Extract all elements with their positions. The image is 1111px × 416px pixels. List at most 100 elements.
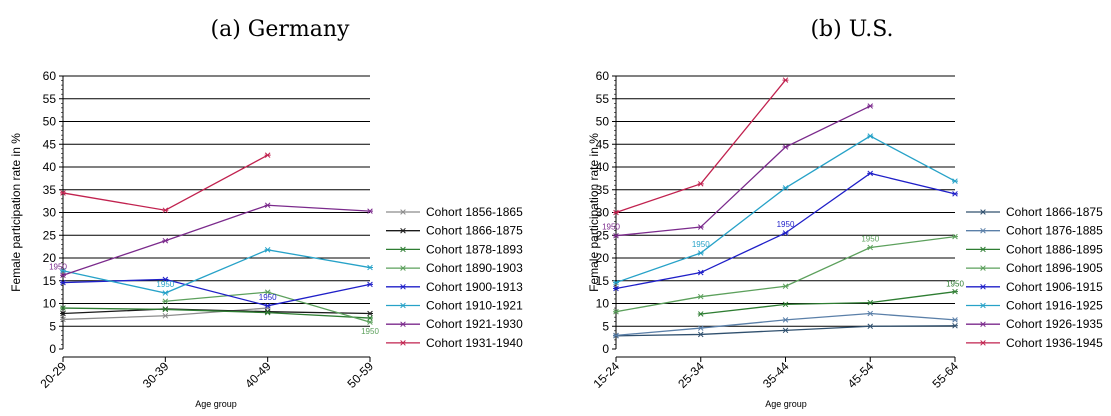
series-cohort-1886-1895	[697, 288, 958, 317]
y-tick-label: 60	[43, 69, 57, 83]
legend-entry: Cohort 1856-1865	[426, 205, 523, 219]
legend-entry: Cohort 1931-1940	[426, 336, 523, 350]
annotation-label: 1950	[156, 280, 174, 289]
legend-entry: Cohort 1926-1935	[1006, 317, 1103, 331]
data-point	[367, 310, 373, 317]
data-point	[867, 244, 874, 251]
legend-marker	[400, 265, 406, 271]
series-line	[62, 204, 371, 276]
series-cohort-1931-1940	[60, 152, 271, 213]
legend-entry: Cohort 1936-1945	[1006, 336, 1103, 350]
data-point	[697, 224, 704, 230]
x-tick-label: 20-29	[38, 359, 70, 391]
data-point	[60, 272, 66, 279]
data-point	[264, 309, 271, 316]
legend-marker	[980, 265, 986, 271]
y-tick-label: 15	[43, 274, 57, 288]
annotation-label: 1950	[602, 223, 620, 232]
data-point	[952, 323, 958, 329]
legend-marker	[980, 284, 986, 290]
y-tick-label: 20	[43, 251, 57, 265]
y-tick-label: 60	[596, 69, 610, 83]
y-tick-label: 10	[596, 297, 610, 311]
y-axis-title: Female participation rate in %	[9, 133, 23, 292]
chart-title: (a) Germany	[211, 17, 351, 42]
data-point	[60, 316, 66, 323]
legend-entry: Cohort 1916-1925	[1006, 299, 1103, 313]
data-point	[697, 181, 704, 187]
data-point	[867, 299, 874, 306]
data-point	[162, 290, 169, 296]
x-tick-label: 45-54	[845, 359, 877, 391]
data-point	[782, 317, 789, 323]
data-point	[782, 77, 789, 83]
legend-marker	[400, 209, 406, 215]
data-point	[867, 133, 874, 139]
data-point	[697, 331, 704, 338]
series-cohort-1906-1915	[613, 170, 958, 292]
data-point	[782, 230, 789, 236]
y-tick-label: 10	[43, 297, 57, 311]
series-cohort-1876-1885	[613, 310, 958, 339]
legend-entry: Cohort 1866-1875	[1006, 205, 1103, 219]
data-point	[264, 303, 271, 309]
data-point	[613, 232, 619, 239]
data-point	[367, 319, 373, 325]
x-axis-title: Age group	[765, 399, 807, 409]
series-line	[62, 249, 371, 294]
legend-entry: Cohort 1906-1915	[1006, 280, 1103, 294]
series-line	[62, 307, 371, 319]
y-tick-label: 45	[596, 137, 610, 151]
data-point	[162, 207, 169, 213]
data-point	[613, 209, 619, 216]
data-point	[60, 190, 66, 196]
data-point	[867, 170, 874, 177]
x-tick-label: 50-59	[345, 359, 377, 391]
series-line	[62, 278, 371, 307]
series-cohort-1890-1903	[162, 289, 373, 325]
x-axis-title: Age group	[195, 399, 237, 409]
legend-entry: Cohort 1866-1875	[426, 224, 523, 238]
data-point	[782, 144, 789, 150]
legend-marker	[400, 321, 406, 327]
legend-entry: Cohort 1896-1905	[1006, 261, 1103, 275]
annotation-label: 1950	[946, 280, 964, 289]
y-tick-label: 50	[43, 115, 57, 129]
y-tick-label: 15	[596, 274, 610, 288]
y-tick-label: 0	[602, 342, 609, 356]
data-point	[697, 293, 704, 300]
y-tick-label: 40	[596, 160, 610, 174]
data-point	[162, 298, 169, 304]
data-point	[367, 281, 373, 288]
chart-panel-us: (b) U.S. 0 5 10 15 20 25 30 35 40 45 50 55 60 15-24 25-…	[587, 17, 1103, 409]
data-point	[60, 267, 66, 274]
annotation-label: 1950	[777, 220, 795, 229]
y-tick-label: 35	[596, 183, 610, 197]
x-tick-label: 25-34	[675, 359, 707, 391]
x-tick-label: 55-64	[930, 359, 962, 391]
legend-entry: Cohort 1878-1893	[426, 242, 523, 256]
data-point	[697, 269, 704, 276]
legend-entry: Cohort 1910-1921	[426, 299, 523, 313]
series-line	[62, 308, 371, 315]
series-cohort-1896-1905	[613, 233, 958, 315]
legend-entry: Cohort 1890-1903	[426, 261, 523, 275]
legend-marker	[400, 284, 406, 290]
y-tick-label: 25	[43, 228, 57, 242]
x-tick-label: 15-24	[591, 359, 623, 391]
annotation-label: 1950	[49, 262, 67, 271]
data-point	[952, 288, 958, 295]
data-point	[697, 311, 704, 317]
data-point	[782, 185, 789, 191]
data-point	[264, 152, 271, 158]
data-point	[264, 289, 271, 295]
series-line	[615, 312, 956, 336]
data-point	[613, 332, 619, 339]
data-point	[367, 208, 373, 214]
data-point	[60, 310, 66, 317]
chart-title: (b) U.S.	[810, 17, 893, 42]
data-point	[867, 310, 874, 317]
data-point	[162, 237, 169, 244]
legend-marker	[400, 302, 406, 309]
